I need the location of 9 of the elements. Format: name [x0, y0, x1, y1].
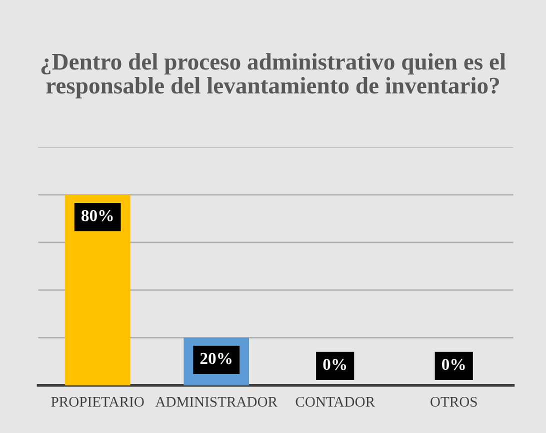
data-label: 0% — [323, 358, 346, 370]
data-label: 0% — [442, 358, 465, 370]
x-tick-label: OTROS — [430, 396, 477, 407]
x-tick-label: PROPIETARIO — [51, 396, 144, 407]
data-label: 80% — [81, 210, 113, 222]
x-tick-label: ADMINISTRADOR — [155, 396, 278, 407]
data-label: 20% — [200, 352, 232, 364]
chart-title: ¿Dentro del proceso administrativo quien es el responsable del levantamiento de inventario? — [41, 53, 506, 98]
x-tick-label: CONTADOR — [296, 396, 376, 407]
